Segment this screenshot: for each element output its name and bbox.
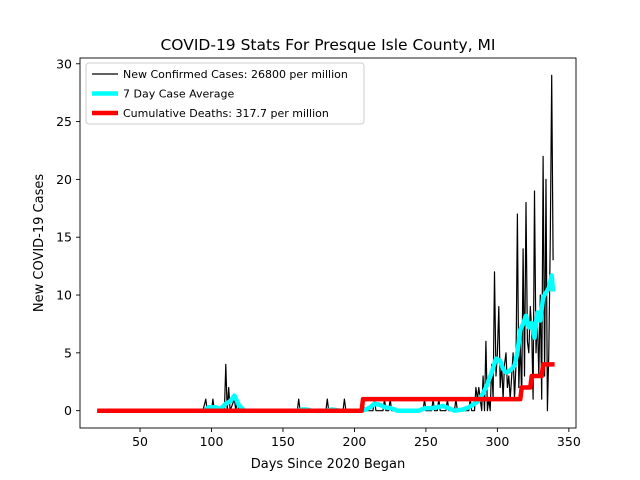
x-tick-label: 250	[414, 434, 438, 449]
chart-title: COVID-19 Stats For Presque Isle County, …	[160, 36, 495, 54]
x-axis-label: Days Since 2020 Began	[251, 457, 406, 472]
series-line-2	[97, 273, 556, 413]
legend-label: 7 Day Case Average	[123, 88, 235, 101]
legend-box	[85, 62, 365, 125]
series-line-3	[97, 362, 555, 413]
plot-frame	[79, 57, 577, 429]
y-tick-label: 0	[64, 403, 72, 418]
x-tick-label: 300	[485, 434, 509, 449]
legend-label: Cumulative Deaths: 317.7 per million	[123, 107, 329, 120]
legend: New Confirmed Cases: 26800 per million 7 …	[85, 62, 365, 125]
legend-label: New Confirmed Cases: 26800 per million	[123, 68, 348, 81]
y-axis-label: New COVID-19 Cases	[32, 174, 47, 312]
x-tick-label: 350	[557, 434, 581, 449]
x-tick-label: 200	[343, 434, 367, 449]
series-line-1	[97, 74, 554, 412]
x-tick-label: 50	[132, 434, 148, 449]
y-tick-label: 15	[56, 230, 72, 245]
series-layer	[97, 74, 556, 413]
y-axis: 0 5 10 15 20 25 30	[56, 56, 80, 418]
y-tick-label: 10	[56, 288, 72, 303]
y-tick-label: 30	[56, 56, 72, 71]
y-tick-label: 20	[56, 172, 72, 187]
y-tick-label: 25	[56, 114, 72, 129]
x-tick-label: 100	[200, 434, 224, 449]
x-axis: 50 100 150 200 250 300 350	[132, 428, 581, 449]
y-tick-label: 5	[64, 345, 72, 360]
x-tick-label: 150	[271, 434, 295, 449]
